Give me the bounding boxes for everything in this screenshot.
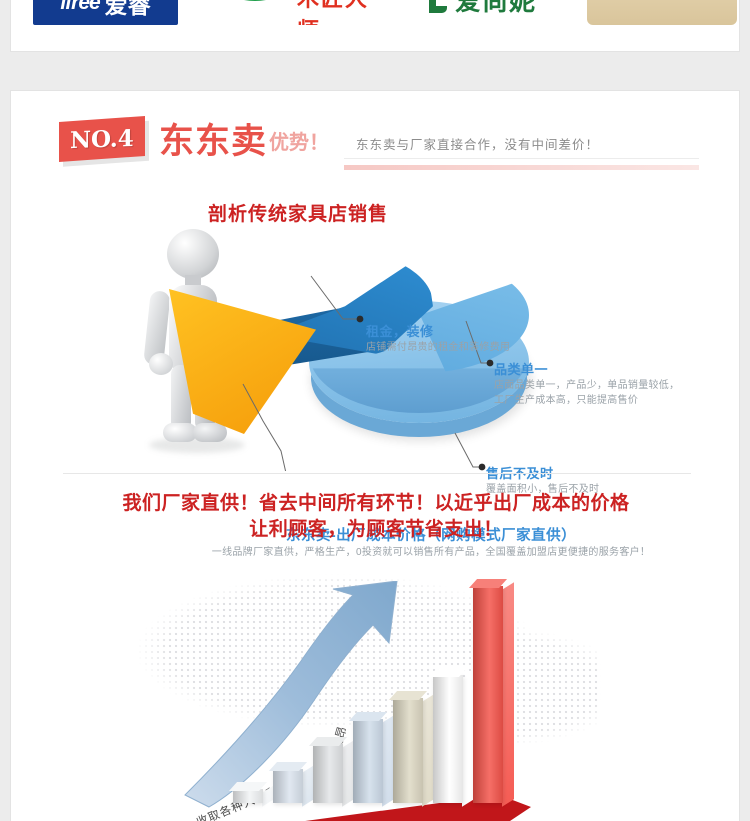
callout-title: 租金，装修 bbox=[366, 324, 434, 339]
bar-chart-bar bbox=[468, 579, 514, 807]
bar-front-face bbox=[393, 698, 423, 803]
brand-logo-mujiang[interactable]: 木匠大师 bbox=[211, 0, 391, 25]
callout-desc-line: 店面品类单一，产品少，单品销量较低， bbox=[494, 380, 680, 391]
promo-headline-line-2: 让利顾客，为顾客节省支出！ bbox=[249, 519, 503, 540]
slogan-thin-rule bbox=[344, 158, 699, 159]
brand-logos-panel: ifree 爱睿 木匠大师 AISIN 爱尚妮 ⚖ 富家美佳 FUJIAMEIJ… bbox=[10, 0, 740, 52]
bar-chart-bar bbox=[428, 668, 474, 807]
growth-chart-illustration: 其它商城，收取各种入驻和营销费用， 价格高昂 bbox=[11, 551, 741, 821]
bar-front-face bbox=[233, 789, 263, 803]
slogan-accent-bar bbox=[344, 165, 699, 170]
section-subtitle: 优势！ bbox=[269, 132, 329, 154]
section-number-label: NO.4 bbox=[70, 124, 134, 154]
bar-front-face bbox=[273, 768, 303, 803]
section-header: NO.4 东东卖 优势！ 东东卖与厂家直接合作，没有中间差价！ bbox=[11, 111, 741, 171]
section-slogan: 东东卖与厂家直接合作，没有中间差价！ bbox=[356, 138, 600, 152]
promo-headline-line-1: 我们厂家直供！省去中间所有环节！以近乎出厂成本的价格 bbox=[122, 493, 630, 514]
pie-chart-title: 剖析传统家具店销售 bbox=[207, 204, 388, 225]
callout-title: 品类单一 bbox=[494, 362, 549, 377]
advantage-section-panel: NO.4 东东卖 优势！ 东东卖与厂家直接合作，没有中间差价！ 剖析传统家具店销… bbox=[10, 90, 740, 821]
bar-chart-bar bbox=[268, 761, 314, 807]
callout-desc-line: 店铺需付昂贵的租金和装修费用 bbox=[366, 342, 511, 353]
section-title: 东东卖 bbox=[159, 122, 268, 161]
callout-limited-categories: 品类单一 店面品类单一，产品少，单品销量较低， 工厂生产成本高，只能提高售价 bbox=[494, 359, 679, 408]
brand-logo-fujiameijia[interactable]: ⚖ 富家美佳 FUJIAMEIJIA bbox=[587, 0, 737, 25]
callout-desc-line: 覆盖面积小，售后不及时 bbox=[486, 484, 600, 495]
ifree-latin-text: ifree bbox=[60, 0, 100, 14]
bar-chart-bar bbox=[228, 782, 274, 807]
promo-headline: 我们厂家直供！省去中间所有环节！以近乎出厂成本的价格 让利顾客，为顾客节省支出！ bbox=[11, 491, 741, 543]
bar-front-face bbox=[313, 743, 343, 803]
section-number-badge: NO.4 bbox=[59, 115, 145, 163]
bar-front-face bbox=[473, 586, 503, 803]
ifree-cjk-text: 爱睿 bbox=[104, 0, 151, 18]
callout-factory-direct: 东东卖-出厂成本价格（网购模式厂家直供） 一线品牌厂家直供，严格生产，0投资就可… bbox=[181, 524, 681, 560]
bar-chart-bar bbox=[308, 736, 354, 807]
bar-chart-bar bbox=[348, 711, 394, 807]
callout-rent-renovation: 租金，装修 店铺需付昂贵的租金和装修费用 bbox=[366, 321, 510, 355]
rising-blue-arrow-icon bbox=[184, 581, 398, 808]
callout-title: 东东卖-出厂成本价格（网购模式厂家直供） bbox=[285, 528, 577, 544]
mujiang-cjk-text: 木匠大师 bbox=[297, 0, 391, 25]
bar-front-face bbox=[433, 675, 463, 803]
brand-logo-aisin[interactable]: AISIN 爱尚妮 bbox=[423, 0, 573, 25]
brand-logo-row: ifree 爱睿 木匠大师 AISIN 爱尚妮 ⚖ 富家美佳 FUJIAMEIJ… bbox=[11, 0, 741, 25]
callout-desc-line: 一线品牌厂家直供，严格生产，0投资就可以销售所有产品，全国覆盖加盟店更便捷的服务… bbox=[211, 547, 651, 558]
aisin-cjk-text: 爱尚妮 bbox=[455, 0, 537, 16]
section-divider bbox=[63, 473, 691, 474]
fujiameijia-latin-text: FUJIAMEIJIA bbox=[623, 0, 719, 3]
brand-logo-ifree[interactable]: ifree 爱睿 bbox=[33, 0, 178, 25]
aisin-bracket-icon bbox=[429, 0, 447, 13]
bar-front-face bbox=[353, 718, 383, 803]
callout-desc-line: 工厂生产成本高，只能提高售价 bbox=[494, 395, 639, 406]
pie-chart-illustration: 租金，装修 店铺需付昂贵的租金和装修费用 品类单一 店面品类单一，产品少，单品销… bbox=[11, 221, 741, 558]
mujiang-oval-icon bbox=[219, 0, 291, 1]
bar-chart-bar bbox=[388, 691, 434, 807]
bar-side-face bbox=[502, 582, 514, 807]
